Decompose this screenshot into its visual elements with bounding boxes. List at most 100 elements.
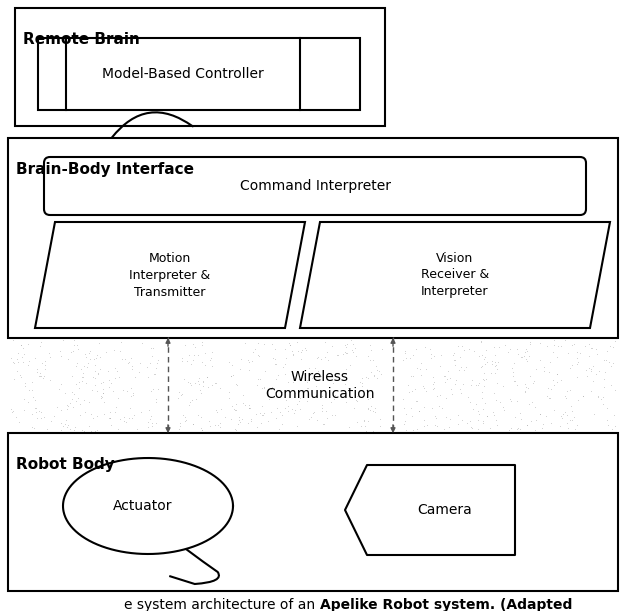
Point <box>58 422 68 431</box>
Point <box>202 372 212 382</box>
Point <box>321 406 331 415</box>
Point <box>465 397 475 406</box>
Point <box>152 358 162 368</box>
Point <box>134 367 144 377</box>
Point <box>283 378 293 387</box>
Point <box>65 347 76 357</box>
Point <box>476 337 486 347</box>
Point <box>349 382 360 392</box>
Point <box>188 338 198 348</box>
Point <box>227 401 237 411</box>
Text: Wireless
Communication: Wireless Communication <box>265 370 375 401</box>
Point <box>235 417 245 427</box>
Point <box>326 397 336 407</box>
Point <box>413 406 424 415</box>
Point <box>588 360 598 370</box>
Point <box>573 357 583 367</box>
Point <box>190 378 200 388</box>
Point <box>19 394 29 404</box>
Point <box>408 425 418 435</box>
Point <box>449 360 460 370</box>
Point <box>186 381 196 390</box>
Point <box>31 403 42 413</box>
Point <box>211 404 221 414</box>
Point <box>363 373 373 383</box>
Point <box>317 373 328 382</box>
Point <box>522 420 532 430</box>
Point <box>465 415 475 425</box>
Point <box>561 393 571 403</box>
Point <box>351 351 362 361</box>
Point <box>105 408 115 417</box>
Point <box>317 390 327 400</box>
Point <box>463 392 473 402</box>
Point <box>18 357 28 367</box>
Point <box>444 423 454 433</box>
Text: Brain-Body Interface: Brain-Body Interface <box>16 162 194 177</box>
Point <box>259 338 269 348</box>
Point <box>565 386 575 395</box>
Point <box>289 405 300 415</box>
Point <box>294 375 304 384</box>
Point <box>112 367 122 376</box>
Point <box>104 413 115 423</box>
Point <box>79 362 90 371</box>
Point <box>545 357 555 367</box>
Point <box>243 403 253 413</box>
Point <box>474 351 484 360</box>
Point <box>251 409 261 419</box>
Point <box>125 403 135 412</box>
Point <box>552 353 562 362</box>
Point <box>253 375 263 384</box>
Point <box>223 387 234 397</box>
Point <box>321 412 332 422</box>
Point <box>58 335 68 345</box>
Point <box>220 412 230 422</box>
Point <box>473 380 483 390</box>
Point <box>479 368 490 378</box>
Point <box>316 371 326 381</box>
Point <box>207 381 218 390</box>
Point <box>180 412 190 422</box>
Point <box>35 371 45 381</box>
Point <box>271 403 282 412</box>
Point <box>100 347 111 357</box>
Point <box>266 408 276 417</box>
Point <box>207 346 218 356</box>
Point <box>498 403 508 412</box>
Point <box>83 358 93 368</box>
Point <box>606 379 616 389</box>
Point <box>92 350 102 360</box>
Point <box>407 386 417 396</box>
Point <box>313 352 323 362</box>
Point <box>88 414 99 423</box>
Point <box>292 422 303 431</box>
Point <box>398 354 408 364</box>
Point <box>452 419 463 428</box>
Point <box>259 409 269 419</box>
FancyBboxPatch shape <box>15 8 385 126</box>
Point <box>20 381 30 390</box>
Point <box>18 343 28 353</box>
Point <box>487 356 497 366</box>
Point <box>244 365 254 375</box>
Point <box>143 422 153 431</box>
Point <box>431 413 441 423</box>
Point <box>273 425 284 434</box>
Point <box>376 369 386 379</box>
Point <box>173 424 184 434</box>
Point <box>8 357 18 367</box>
Point <box>53 384 63 393</box>
Point <box>565 415 575 425</box>
Point <box>45 375 56 384</box>
Point <box>198 376 209 386</box>
Point <box>296 354 307 364</box>
Point <box>609 386 620 395</box>
Point <box>227 414 237 424</box>
Point <box>369 371 379 381</box>
Point <box>404 354 415 364</box>
Point <box>111 402 121 412</box>
Point <box>257 401 268 411</box>
Point <box>608 342 618 352</box>
Point <box>90 360 100 370</box>
